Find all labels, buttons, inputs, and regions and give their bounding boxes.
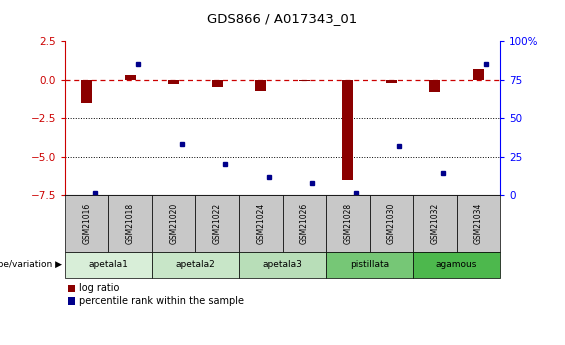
Text: GSM21030: GSM21030	[387, 203, 396, 244]
Text: percentile rank within the sample: percentile rank within the sample	[79, 296, 244, 306]
Text: agamous: agamous	[436, 260, 477, 269]
Bar	[125, 75, 136, 80]
Text: GSM21018: GSM21018	[126, 203, 134, 244]
Text: GSM21028: GSM21028	[344, 203, 352, 244]
Text: GSM21032: GSM21032	[431, 203, 439, 244]
Text: GSM21034: GSM21034	[474, 203, 483, 244]
Text: apetala1: apetala1	[89, 260, 128, 269]
Bar	[342, 80, 353, 180]
Text: GSM21024: GSM21024	[257, 203, 265, 244]
Bar	[168, 80, 179, 85]
Bar	[255, 80, 266, 90]
Text: apetala3: apetala3	[263, 260, 302, 269]
Bar	[299, 80, 310, 81]
Bar	[429, 80, 440, 92]
Text: GDS866 / A017343_01: GDS866 / A017343_01	[207, 12, 358, 25]
Text: log ratio: log ratio	[79, 284, 119, 293]
Text: apetala2: apetala2	[176, 260, 215, 269]
Bar	[473, 69, 484, 80]
Text: GSM21016: GSM21016	[82, 203, 91, 244]
Text: pistillata: pistillata	[350, 260, 389, 269]
Text: GSM21026: GSM21026	[300, 203, 308, 244]
Bar	[81, 80, 92, 103]
Bar	[212, 80, 223, 87]
Text: genotype/variation ▶: genotype/variation ▶	[0, 260, 62, 269]
Text: GSM21020: GSM21020	[170, 203, 178, 244]
Bar	[386, 80, 397, 83]
Text: GSM21022: GSM21022	[213, 203, 221, 244]
